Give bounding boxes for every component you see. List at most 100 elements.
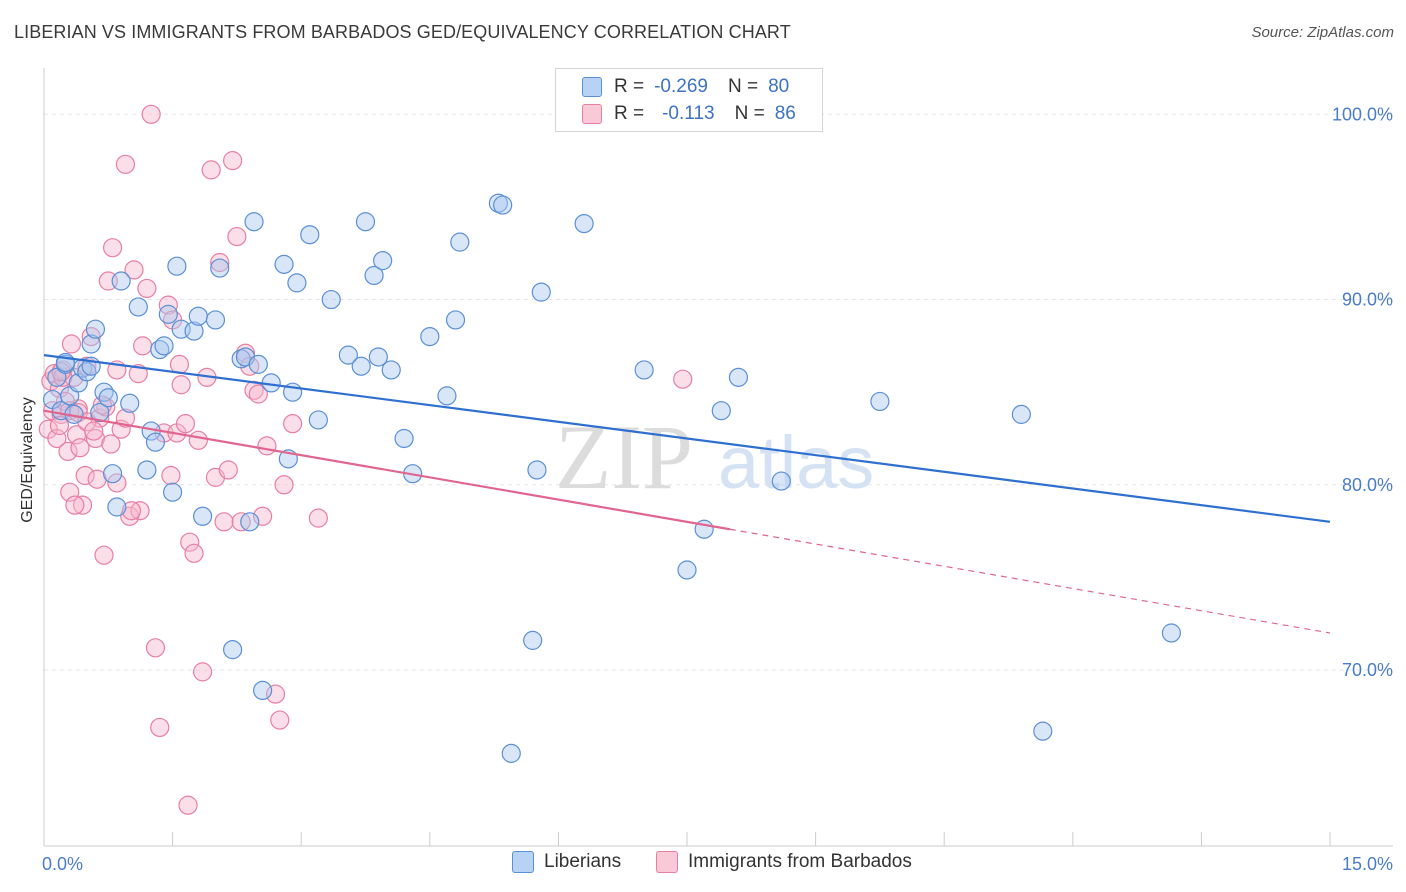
scatter-point	[1161, 623, 1181, 643]
scatter-point	[137, 460, 157, 480]
scatter-point	[450, 232, 470, 252]
scatter-point	[154, 336, 174, 356]
scatter-point	[98, 388, 118, 408]
scatter-point	[728, 367, 749, 387]
scatter-point	[870, 391, 890, 412]
scatter-point	[381, 360, 401, 380]
legend-row-liberians: R = -0.269 N = 80	[582, 75, 789, 99]
scatter-point	[150, 717, 170, 738]
watermark-atlas: atlas	[718, 421, 874, 504]
y-axis-label: GED/Equivalency	[19, 397, 36, 522]
scatter-point	[107, 497, 127, 517]
scatter-point	[167, 256, 187, 276]
scatter-point	[210, 258, 230, 278]
legend-swatch-pink	[656, 851, 678, 873]
scatter-point	[368, 347, 388, 367]
series-liberians-points	[42, 193, 1181, 763]
scatter-point	[711, 401, 731, 421]
scatter-point	[205, 310, 226, 330]
scatter-point	[188, 430, 208, 450]
scatter-point	[85, 319, 106, 339]
scatter-point	[265, 684, 286, 704]
trend-line-liberians	[43, 354, 1331, 523]
scatter-point	[193, 662, 213, 682]
scatter-point	[145, 638, 166, 658]
scatter-point	[137, 278, 157, 299]
scatter-point	[531, 282, 551, 302]
scatter-point	[394, 428, 414, 449]
scatter-point	[128, 297, 148, 317]
scatter-point	[253, 680, 273, 701]
scatter-point	[218, 460, 238, 480]
watermark: ZIP atlas	[555, 406, 874, 508]
scatter-point	[437, 386, 457, 406]
scatter-point	[145, 432, 166, 452]
y-tick-label: 90.0%	[1342, 290, 1393, 310]
scatter-point	[351, 356, 371, 376]
legend-item-barbados: Immigrants from Barbados	[656, 851, 912, 873]
source-label: Source: ZipAtlas.com	[1251, 24, 1394, 41]
scatter-point	[527, 460, 547, 480]
scatter-point	[188, 306, 208, 326]
y-tick-label: 70.0%	[1342, 660, 1393, 680]
scatter-point	[81, 334, 101, 354]
scatter-point	[163, 482, 183, 502]
scatter-point	[308, 410, 328, 430]
legend-r-value: -0.269	[654, 76, 708, 97]
scatter-point	[84, 421, 104, 441]
scatter-point	[115, 408, 136, 428]
scatter-point	[634, 360, 654, 380]
scatter-point	[94, 545, 114, 565]
scatter-point	[210, 252, 230, 273]
scatter-point	[338, 345, 358, 365]
scatter-point	[124, 260, 144, 280]
legend-item-liberians: Liberians	[512, 851, 621, 873]
legend-swatch-pink	[582, 104, 602, 124]
axes	[43, 68, 1393, 847]
scatter-point	[1011, 404, 1031, 424]
y-tick-label: 80.0%	[1342, 475, 1393, 495]
watermark-zip: ZIP	[555, 406, 693, 508]
scatter-point	[501, 743, 521, 763]
legend-n-value: 86	[774, 103, 796, 124]
scatter-point	[141, 104, 161, 124]
trend-line-barbados-extension	[729, 528, 1331, 634]
scatter-point	[308, 508, 328, 528]
scatter-point	[120, 393, 140, 413]
scatter-point	[274, 254, 294, 274]
legend-r-label: R =	[614, 76, 645, 97]
scatter-point	[75, 465, 95, 486]
legend-label-liberians: Liberians	[544, 851, 622, 872]
scatter-point	[523, 630, 543, 650]
scatter-point	[445, 310, 466, 330]
scatter-point	[102, 238, 123, 258]
scatter-point	[248, 384, 268, 404]
legend-swatch-blue	[582, 77, 602, 97]
scatter-point	[771, 471, 791, 491]
scatter-point	[223, 151, 243, 171]
scatter-point	[180, 532, 200, 552]
scatter-point	[283, 414, 303, 434]
trend-line-barbados	[43, 409, 731, 531]
legend-swatch-blue	[512, 851, 534, 873]
x-tick-label-min: 0.0%	[42, 854, 83, 874]
scatter-point	[70, 438, 90, 458]
scatter-point	[420, 326, 440, 347]
scatter-point	[193, 506, 213, 526]
scatter-point	[673, 369, 693, 389]
scatter-point	[107, 473, 127, 493]
y-tick-label: 100.0%	[1332, 104, 1393, 124]
scatter-point	[61, 334, 82, 354]
scatter-point	[1033, 721, 1053, 741]
scatter-point	[175, 414, 196, 434]
scatter-point	[223, 640, 243, 660]
scatter-point	[102, 464, 123, 484]
scatter-point	[364, 265, 384, 286]
scatter-point	[677, 560, 697, 580]
scatter-point	[132, 336, 153, 356]
scatter-point	[171, 375, 191, 395]
legend-row-barbados: R = -0.113 N = 86	[582, 102, 796, 126]
scatter-point	[58, 441, 78, 462]
scatter-point	[287, 273, 307, 293]
series-legend: Liberians Immigrants from Barbados	[0, 851, 1406, 877]
